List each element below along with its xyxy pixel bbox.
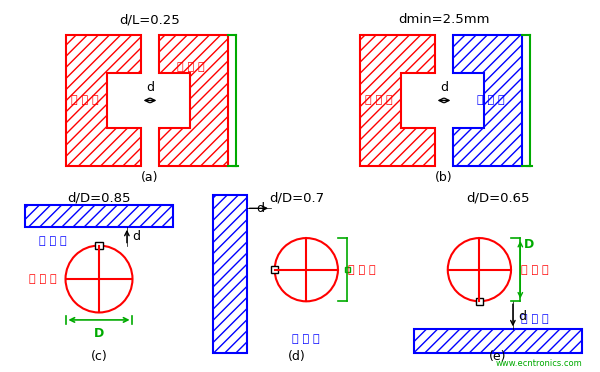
Text: (b): (b) [435, 171, 453, 184]
Text: d: d [440, 81, 448, 94]
Bar [271, 266, 278, 273]
Text: www.ecntronics.com: www.ecntronics.com [495, 359, 582, 368]
Text: 热 表 面: 热 表 面 [177, 62, 205, 72]
Text: d/D=0.85: d/D=0.85 [67, 192, 131, 205]
Text: 冷 表 面: 冷 表 面 [292, 334, 320, 343]
Text: 冷 表 面: 冷 表 面 [521, 314, 549, 324]
Text: D: D [524, 238, 534, 251]
Text: d: d [133, 230, 140, 243]
Bar [476, 298, 483, 305]
Polygon shape [454, 35, 522, 166]
Text: 热 表 面: 热 表 面 [365, 96, 393, 105]
Text: d/L=0.25: d/L=0.25 [119, 13, 181, 26]
Text: d/D=0.65: d/D=0.65 [466, 192, 530, 205]
Text: d: d [256, 202, 264, 215]
Bar [345, 267, 350, 272]
Text: 冷 表 面: 冷 表 面 [476, 96, 505, 105]
Polygon shape [415, 329, 582, 353]
Text: d: d [518, 310, 526, 323]
Text: D: D [94, 327, 104, 340]
Text: 冷 表 面: 冷 表 面 [38, 236, 67, 246]
Text: 热 表 面: 热 表 面 [521, 265, 549, 275]
Text: (e): (e) [489, 350, 507, 363]
Text: 热 表 面: 热 表 面 [348, 265, 376, 275]
Text: dmin=2.5mm: dmin=2.5mm [398, 13, 490, 26]
Text: 热 表 面: 热 表 面 [71, 96, 99, 105]
Bar [95, 242, 103, 249]
Polygon shape [160, 35, 228, 166]
Text: 热 表 面: 热 表 面 [29, 274, 57, 284]
Polygon shape [67, 35, 141, 166]
Polygon shape [214, 195, 247, 353]
Text: d: d [146, 81, 154, 94]
Polygon shape [360, 35, 434, 166]
Polygon shape [25, 205, 173, 227]
Text: d/D=0.7: d/D=0.7 [269, 192, 325, 205]
Text: (a): (a) [141, 171, 159, 184]
Text: (c): (c) [91, 350, 107, 363]
Text: (d): (d) [288, 350, 306, 363]
